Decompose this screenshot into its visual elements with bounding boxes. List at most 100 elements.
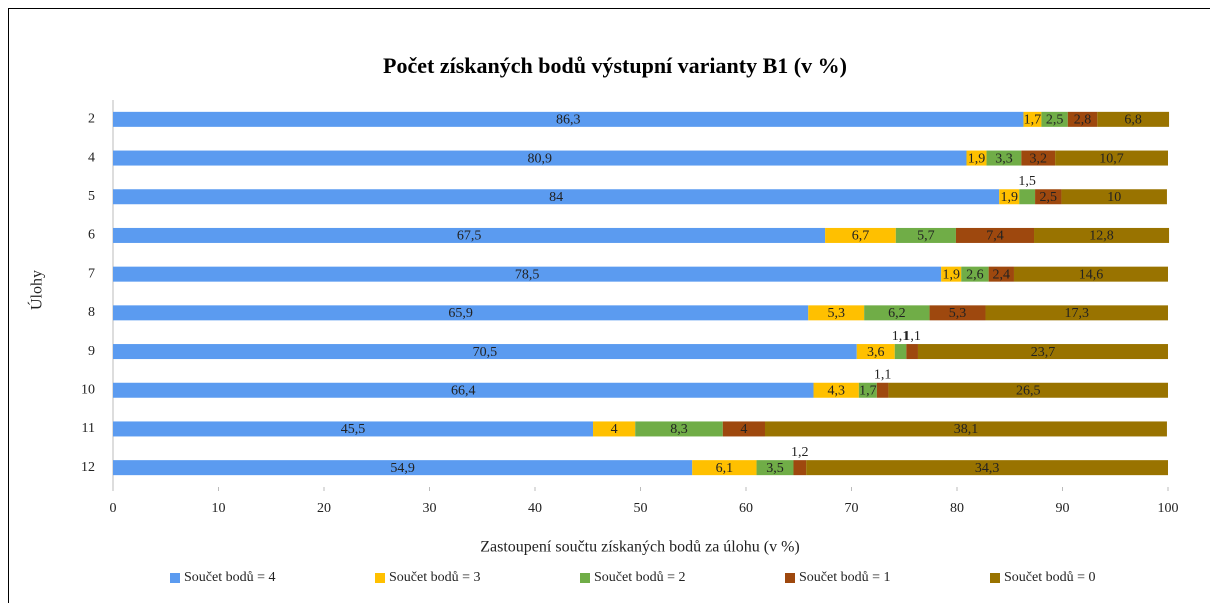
data-label: 1,9 [942,267,960,282]
legend-label: Součet bodů = 2 [594,570,686,585]
data-label: 2,5 [1046,113,1064,128]
data-label: 1,7 [1024,113,1042,128]
y-tick-label: 9 [88,344,95,359]
data-label: 1,1 [903,329,921,344]
bar-segment [1023,111,1042,127]
data-label: 17,3 [1064,306,1089,321]
data-label: 78,5 [515,267,540,282]
data-label: 1,2 [791,445,809,460]
data-label: 2,8 [1074,113,1092,128]
data-label: 6,2 [888,306,906,321]
bar-segment [941,266,962,282]
data-label: 4 [611,422,618,437]
data-label: 84 [549,190,563,205]
data-label: 5,3 [827,306,845,321]
data-label: 4,3 [827,383,845,398]
data-label: 8,3 [670,422,688,437]
bar-segment [113,421,594,437]
data-label: 1,7 [859,383,877,398]
data-label: 23,7 [1031,345,1056,360]
x-axis-label: Zastoupení součtu získaných bodů za úloh… [480,539,799,556]
legend-label: Součet bodů = 1 [799,570,891,585]
y-tick-label: 11 [82,421,95,436]
data-label: 1,1 [892,329,910,344]
bar-segment [113,150,967,166]
bar-segment [1055,150,1168,166]
x-tick-label: 40 [528,501,542,516]
bar-segment [593,421,636,437]
x-tick-label: 90 [1056,501,1070,516]
bar-segment [825,227,896,243]
x-tick-label: 50 [634,501,648,516]
bar-segment [113,460,693,476]
bar-segment [113,344,857,360]
y-tick-label: 5 [88,189,95,204]
data-label: 45,5 [341,422,366,437]
bar-segment [1013,266,1168,282]
data-label: 67,5 [457,229,482,244]
data-label: 3,6 [867,345,885,360]
bar-segment [1034,227,1170,243]
data-label: 54,9 [390,461,415,476]
data-label: 10,7 [1099,151,1124,166]
chart-title: Počet získaných bodů výstupní varianty B… [383,53,847,78]
data-label: 6,7 [852,229,870,244]
legend-swatch [785,573,795,583]
bar-segment [113,227,826,243]
data-label: 10 [1107,190,1121,205]
data-label: 1,1 [874,367,892,382]
bar-segment [988,266,1014,282]
bar-segment [999,189,1020,205]
data-label: 1,5 [1018,174,1036,189]
bar-segment [929,305,986,321]
data-label: 3,3 [995,151,1013,166]
data-label: 2,4 [993,267,1011,282]
data-label: 2,5 [1040,190,1058,205]
data-label: 1,9 [968,151,986,166]
legend-label: Součet bodů = 4 [184,570,276,585]
legend-swatch [990,573,1000,583]
data-label: 12,8 [1089,229,1114,244]
data-label: 2,6 [966,267,984,282]
bar-segment [864,305,930,321]
x-tick-label: 10 [212,501,226,516]
data-label: 14,6 [1079,267,1104,282]
bar-segment [961,266,989,282]
data-label: 5,3 [949,306,967,321]
bar-segment [1041,111,1068,127]
x-tick-label: 70 [845,501,859,516]
data-label: 86,3 [556,113,581,128]
data-label: 38,1 [954,422,979,437]
data-label: 5,7 [917,229,935,244]
bar-segment [986,150,1022,166]
x-tick-label: 0 [110,501,117,516]
bar-segment [895,227,956,243]
bar-segment [1021,150,1056,166]
bar-segment [764,421,1167,437]
data-label: 26,5 [1016,383,1041,398]
y-tick-label: 4 [88,150,95,165]
bar-segment [808,305,865,321]
data-label: 66,4 [451,383,476,398]
bar-segment [856,344,895,360]
y-tick-label: 6 [88,228,95,243]
y-tick-label: 8 [88,305,95,320]
bar-segment [635,421,723,437]
data-label: 3,2 [1029,151,1047,166]
x-tick-label: 20 [317,501,331,516]
bar-segment [113,266,942,282]
bar-segment [955,227,1035,243]
y-axis-label: Úlohy [27,270,46,310]
y-tick-label: 2 [88,112,95,127]
data-label: 3,5 [766,461,784,476]
data-label: 70,5 [473,345,498,360]
data-label: 7,4 [986,229,1004,244]
bar-segment [756,460,794,476]
bar-segment [876,382,889,398]
bar-segment [906,344,918,360]
data-label: 6,8 [1124,113,1142,128]
bar-segment [966,150,987,166]
bar-segment [894,344,907,360]
bar-segment [985,305,1168,321]
data-label: 1,9 [1000,190,1018,205]
